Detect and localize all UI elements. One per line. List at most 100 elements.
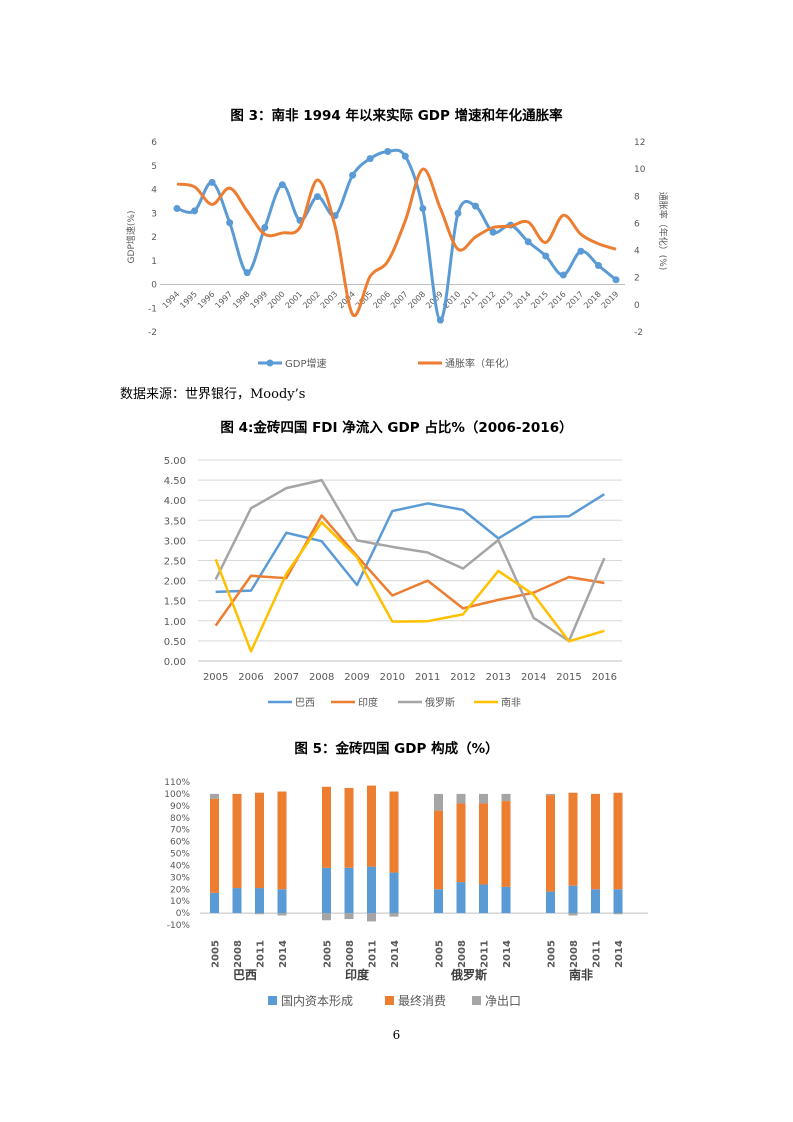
x-tick-label: 1995 [178,290,199,311]
bar-segment [232,793,242,889]
x-tick-label: 2012 [450,672,475,683]
x-tick-label: 2000 [266,290,287,311]
y-tick-label: 5.00 [164,456,186,467]
y-tick-label: 4 [151,186,157,196]
y-tick-label: 1.00 [164,617,186,628]
bar-segment [613,913,623,915]
y-tick-label: 20% [170,885,190,895]
x-tick-label: 2003 [319,290,340,311]
bar-segment [322,867,331,914]
y-tick-label: 80% [170,814,190,824]
figure-4-title: 图 4:金砖四国 FDI 净流入 GDP 占比%（2006-2016） [220,420,573,436]
data-point [524,238,532,246]
bar-segment [591,793,600,890]
x-tick-label: 2005 [211,940,222,968]
y-tick-label: 100% [164,790,190,800]
x-tick-label: 2014 [614,940,625,968]
x-tick-label: 1996 [196,290,217,311]
bar-segment [344,787,354,868]
x-tick-label: 2005 [323,940,334,968]
data-point [489,228,497,236]
x-tick-label: 2015 [529,290,550,311]
y-tick-label: 0.00 [164,657,186,668]
bar-segment [591,889,600,914]
chart-gdp-inflation: -2-10123456-2024681012199419951996199719… [125,138,669,370]
y-axis-label: GDP增速(%) [125,211,137,264]
y-tick-label: 60% [170,838,190,848]
bar-segment [344,913,354,920]
x-tick-label: 2008 [233,940,244,968]
x-tick-label: 2015 [556,672,581,683]
series-line [176,167,617,317]
bar-segment [546,793,555,796]
y-tick-label: -2 [148,328,157,338]
data-point [278,181,286,189]
legend-label: 净出口 [485,994,521,1008]
bar-segment [389,791,399,873]
data-point [191,207,199,215]
y2-axis-label: 通胀率（年化）(%) [657,192,669,271]
x-tick-label: 2007 [389,290,410,311]
bar-segment [255,888,264,914]
chart-fdi-inflow: 0.00 0.50 1.00 1.50 2.00 2.50 3.00 3.50 4.00 4.50… [164,456,622,709]
series-line [214,514,605,627]
bar-segment [456,882,466,914]
y-tick-label: 5 [151,162,157,172]
bar-segment [277,889,287,914]
bar-segment [613,792,623,890]
legend-swatch [472,996,481,1005]
x-tick-label: 2017 [565,290,586,311]
legend-label: 印度 [358,696,378,709]
bar-segment [255,913,264,915]
group-label: 俄罗斯 [450,967,487,982]
bar-segment [456,803,466,883]
x-tick-label: 1997 [213,290,234,311]
x-tick-label: 2006 [238,672,263,683]
bar-segment [434,810,443,890]
bar-segment [210,793,219,799]
bar-segment [210,892,219,914]
y-tick-label: 2.50 [164,557,186,568]
data-point [454,209,462,217]
bar-segment [479,793,488,804]
bar-segment [255,792,264,889]
y2-tick-label: 8 [634,192,640,202]
x-tick-label: 2005 [203,672,228,683]
x-tick-label: 2008 [569,940,580,968]
data-point [594,262,602,269]
legend-label: 通胀率（年化） [445,357,515,370]
y-tick-label: 4.50 [164,476,186,487]
y-tick-label: 2 [151,233,157,243]
y-tick-label: -10% [167,921,191,931]
page-number: 6 [392,1028,401,1042]
data-point [226,219,234,227]
x-tick-label: 2018 [582,290,603,311]
x-tick-label: 2011 [480,940,491,968]
data-point [436,316,444,324]
legend-marker [266,359,274,367]
bar-segment [479,803,488,885]
x-tick-label: 2014 [521,672,546,683]
y-tick-label: 40% [170,861,190,871]
legend-label: 南非 [501,696,521,709]
bar-segment [501,886,511,914]
y2-tick-label: 6 [634,219,640,229]
bar-segment [367,913,376,922]
x-tick-label: 2011 [256,940,267,968]
x-tick-label: 2006 [371,290,392,311]
bar-segment [367,785,376,867]
x-tick-label: 1998 [231,290,252,311]
y-tick-label: 1.50 [164,597,186,608]
x-tick-label: 2008 [406,290,427,311]
source-note: 数据来源：世界银行，Moody’s [120,387,306,402]
x-tick-label: 2013 [494,290,515,311]
x-tick-label: 2008 [345,940,356,968]
data-point [401,152,409,160]
y-tick-label: 10% [170,897,190,907]
x-tick-label: 2002 [301,290,322,311]
bar-segment [568,885,578,914]
legend-label: 最终消费 [398,993,446,1008]
bar-segment [501,793,511,802]
y-tick-label: 2.00 [164,577,186,588]
bar-segment [456,793,466,804]
